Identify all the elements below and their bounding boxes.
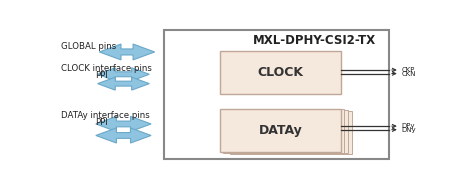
Text: PPI: PPI (95, 71, 107, 80)
Bar (223, 109, 344, 153)
Text: CLOCK: CLOCK (257, 66, 302, 79)
Text: DATAy interface pins: DATAy interface pins (61, 111, 150, 120)
Bar (164, 30, 388, 159)
Bar (230, 111, 351, 154)
Polygon shape (95, 128, 151, 143)
Bar (226, 110, 347, 153)
Polygon shape (97, 77, 149, 90)
Text: MXL-DPHY-CSI2-TX: MXL-DPHY-CSI2-TX (252, 34, 375, 47)
Bar (219, 109, 340, 152)
Text: GLOBAL pins: GLOBAL pins (61, 42, 116, 51)
Polygon shape (97, 68, 149, 81)
Polygon shape (95, 116, 151, 131)
Text: DPy: DPy (401, 123, 414, 129)
Text: DATAy: DATAy (258, 124, 302, 137)
Bar (219, 51, 340, 94)
Text: CLOCK interface pins: CLOCK interface pins (61, 64, 151, 73)
Text: DNy: DNy (401, 127, 415, 133)
Text: CKP: CKP (401, 67, 414, 73)
Text: PPI: PPI (95, 118, 107, 127)
Polygon shape (99, 44, 154, 60)
Text: CKN: CKN (401, 70, 415, 76)
